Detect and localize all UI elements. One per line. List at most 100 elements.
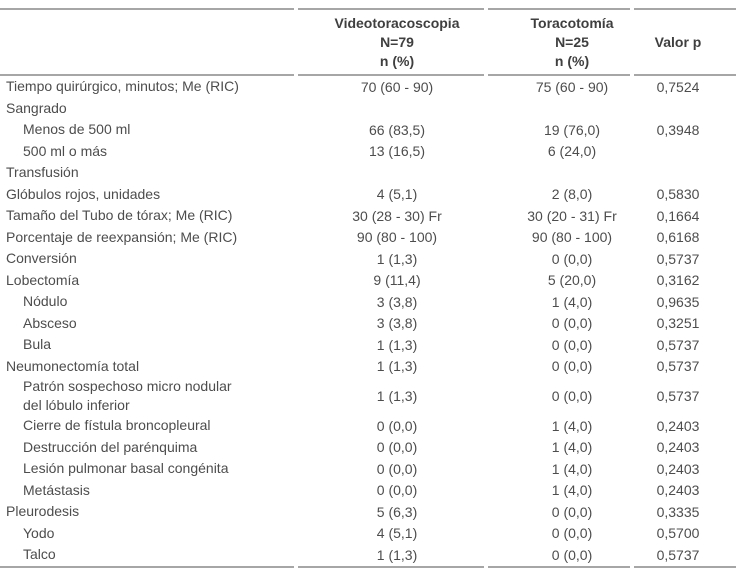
p-value: 0,2403 <box>656 417 700 434</box>
rule-segment <box>298 74 484 76</box>
thoracotomy-value: 0 (0,0) <box>551 525 593 542</box>
table-row: Glóbulos rojos, unidades 4 (5,1) 2 (8,0)… <box>0 184 736 206</box>
table-row: Bula 1 (1,3) 0 (0,0) 0,5737 <box>0 334 736 356</box>
rule-segment <box>298 8 484 10</box>
table-row: Menos de 500 ml 66 (83,5) 19 (76,0) 0,39… <box>0 119 736 141</box>
table-row: Nódulo 3 (3,8) 1 (4,0) 0,9635 <box>0 291 736 313</box>
row-label: Bula <box>23 336 52 353</box>
row-label: Nódulo <box>23 293 68 310</box>
column-title: Valor p <box>654 33 702 50</box>
row-label: Tamaño del Tubo de tórax; Me (RIC) <box>6 207 233 224</box>
vats-value: 0 (0,0) <box>376 417 418 434</box>
thoracotomy-value: 0 (0,0) <box>551 546 593 563</box>
row-label: Patrón sospechoso micro nodular del lóbu… <box>23 378 232 413</box>
row-label: Conversión <box>6 250 77 267</box>
p-value: 0,2403 <box>656 460 700 477</box>
p-value: 0,5737 <box>656 358 700 375</box>
vats-value: 90 (80 - 100) <box>356 229 438 246</box>
vats-value: 9 (11,4) <box>373 272 421 289</box>
vats-value: 0 (0,0) <box>376 460 418 477</box>
rule-segment <box>0 565 294 568</box>
table-header: Videotoracoscopia N=79 n (%) Toracotomía… <box>0 10 736 74</box>
vats-value: 0 (0,0) <box>376 439 418 456</box>
thoracotomy-value: 90 (80 - 100) <box>531 229 613 246</box>
thoracotomy-value: 1 (4,0) <box>551 417 593 434</box>
p-value: 0,5737 <box>656 250 700 267</box>
p-value: 0,2403 <box>656 482 700 499</box>
row-label: Destrucción del parénquima <box>23 438 198 455</box>
row-label: Metástasis <box>23 481 90 498</box>
p-value: 0,2403 <box>656 439 700 456</box>
row-label: Absceso <box>23 314 77 331</box>
vats-value: 1 (1,3) <box>376 358 418 375</box>
vats-value: 0 (0,0) <box>376 482 418 499</box>
p-value: 0,1664 <box>656 207 700 224</box>
p-value: 0,5830 <box>656 186 700 203</box>
row-label: 500 ml o más <box>23 142 108 159</box>
table-row: Conversión 1 (1,3) 0 (0,0) 0,5737 <box>0 248 736 270</box>
column-header-valor-p: Valor p <box>632 33 736 52</box>
column-title: Videotoracoscopia <box>334 14 460 31</box>
thoracotomy-value: 0 (0,0) <box>551 315 593 332</box>
vats-value: 1 (1,3) <box>376 336 418 353</box>
row-label: Neumonectomía total <box>6 357 140 374</box>
rule-segment <box>634 74 736 76</box>
p-value: 0,6168 <box>656 229 700 246</box>
thoracotomy-value: 0 (0,0) <box>551 358 593 375</box>
thoracotomy-value: 1 (4,0) <box>551 439 593 456</box>
vats-value: 66 (83,5) <box>368 121 426 138</box>
column-n-count: N=79 <box>380 33 414 50</box>
table-row: Sangrado <box>0 98 736 120</box>
column-unit: n (%) <box>379 52 415 69</box>
row-label: Tiempo quirúrgico, minutos; Me (RIC) <box>6 78 239 95</box>
vats-value: 5 (6,3) <box>376 503 418 520</box>
table-row: Patrón sospechoso micro nodular del lóbu… <box>0 377 736 415</box>
row-label: Pleurodesis <box>6 503 80 520</box>
thoracotomy-value: 0 (0,0) <box>551 336 593 353</box>
row-label: Lobectomía <box>6 271 80 288</box>
vats-value: 4 (5,1) <box>376 186 418 203</box>
rule-segment <box>488 74 630 76</box>
vats-value: 70 (60 - 90) <box>360 78 434 95</box>
table-row: Metástasis 0 (0,0) 1 (4,0) 0,2403 <box>0 480 736 502</box>
p-value: 0,3335 <box>656 503 700 520</box>
row-label: Menos de 500 ml <box>23 121 131 138</box>
table-row: Porcentaje de reexpansión; Me (RIC) 90 (… <box>0 227 736 249</box>
column-header-toracotomia: Toracotomía N=25 n (%) <box>486 14 632 71</box>
p-value: 0,5737 <box>656 388 700 404</box>
vats-value: 13 (16,5) <box>368 143 426 160</box>
table-row: Tiempo quirúrgico, minutos; Me (RIC) 70 … <box>0 76 736 98</box>
rule-segment <box>488 565 630 568</box>
top-rule <box>0 8 736 10</box>
row-label: Talco <box>23 546 56 563</box>
column-unit: n (%) <box>554 52 590 69</box>
vats-value: 4 (5,1) <box>376 525 418 542</box>
vats-value: 1 (1,3) <box>376 388 418 404</box>
thoracotomy-value: 0 (0,0) <box>551 250 593 267</box>
table-row: Yodo 4 (5,1) 0 (0,0) 0,5700 <box>0 523 736 545</box>
table-row: Lesión pulmonar basal congénita 0 (0,0) … <box>0 458 736 480</box>
row-label: Porcentaje de reexpansión; Me (RIC) <box>6 228 238 245</box>
table-row: Talco 1 (1,3) 0 (0,0) 0,5737 <box>0 544 736 566</box>
p-value: 0,5700 <box>656 525 700 542</box>
column-header-videotoracoscopia: Videotoracoscopia N=79 n (%) <box>296 14 486 71</box>
table-row: Destrucción del parénquima 0 (0,0) 1 (4,… <box>0 437 736 459</box>
rule-segment <box>298 565 484 568</box>
row-label: Glóbulos rojos, unidades <box>6 185 161 202</box>
column-n-count: N=25 <box>555 33 589 50</box>
p-value: 0,5737 <box>656 546 700 563</box>
table-body: Tiempo quirúrgico, minutos; Me (RIC) 70 … <box>0 76 736 566</box>
thoracotomy-value: 0 (0,0) <box>551 503 593 520</box>
p-value: 0,3948 <box>656 121 700 138</box>
p-value: 0,9635 <box>656 293 700 310</box>
p-value: 0,3162 <box>656 272 700 289</box>
rule-segment <box>634 565 736 568</box>
bottom-rule <box>0 565 736 568</box>
row-label: Cierre de fístula broncopleural <box>23 417 211 434</box>
vats-value: 30 (28 - 30) Fr <box>352 207 442 224</box>
table-row: Tamaño del Tubo de tórax; Me (RIC) 30 (2… <box>0 205 736 227</box>
column-title: Toracotomía <box>530 14 614 31</box>
vats-value: 3 (3,8) <box>376 315 418 332</box>
thoracotomy-value: 30 (20 - 31) Fr <box>527 207 617 224</box>
